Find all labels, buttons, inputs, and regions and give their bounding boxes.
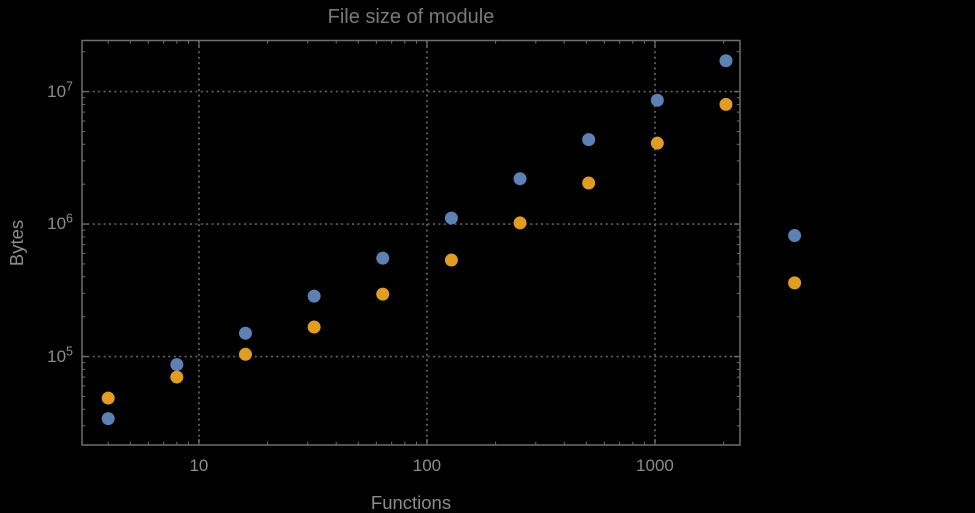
tick-marks bbox=[82, 40, 740, 445]
series-orange-point bbox=[719, 97, 733, 111]
x-tick-label: 10 bbox=[189, 456, 209, 475]
series-orange-point bbox=[307, 320, 321, 334]
x-tick-label: 100 bbox=[412, 456, 442, 475]
series-orange-point bbox=[582, 176, 596, 190]
series-orange-point bbox=[788, 276, 802, 290]
series-blue-point bbox=[307, 289, 321, 303]
series-blue-point bbox=[582, 133, 596, 147]
series-blue-point bbox=[101, 412, 115, 426]
y-tick-label: 107 bbox=[47, 78, 73, 101]
series-orange-point bbox=[238, 347, 252, 361]
y-tick-label: 105 bbox=[47, 343, 73, 366]
series-blue-point bbox=[170, 358, 184, 372]
gridlines bbox=[82, 40, 740, 445]
chart-title: File size of module bbox=[327, 6, 495, 28]
x-axis-label: Functions bbox=[370, 492, 452, 513]
series-blue-point bbox=[650, 93, 664, 107]
series-orange-point bbox=[513, 216, 527, 230]
series-blue-point bbox=[376, 251, 390, 265]
x-tick-label: 1000 bbox=[636, 456, 674, 475]
series-orange-point bbox=[376, 287, 390, 301]
series-blue-point bbox=[719, 54, 733, 68]
data-points bbox=[101, 54, 802, 426]
series-orange-point bbox=[101, 391, 115, 405]
series-blue-point bbox=[788, 229, 802, 243]
series-orange-point bbox=[170, 370, 184, 384]
series-orange-point bbox=[444, 253, 458, 267]
series-blue-point bbox=[444, 211, 458, 225]
series-orange-point bbox=[650, 136, 664, 150]
series-blue-point bbox=[513, 172, 527, 186]
y-axis-label: Bytes bbox=[6, 219, 27, 267]
series-blue-point bbox=[238, 326, 252, 340]
y-tick-label: 106 bbox=[47, 211, 73, 234]
plot-frame bbox=[81, 39, 741, 446]
